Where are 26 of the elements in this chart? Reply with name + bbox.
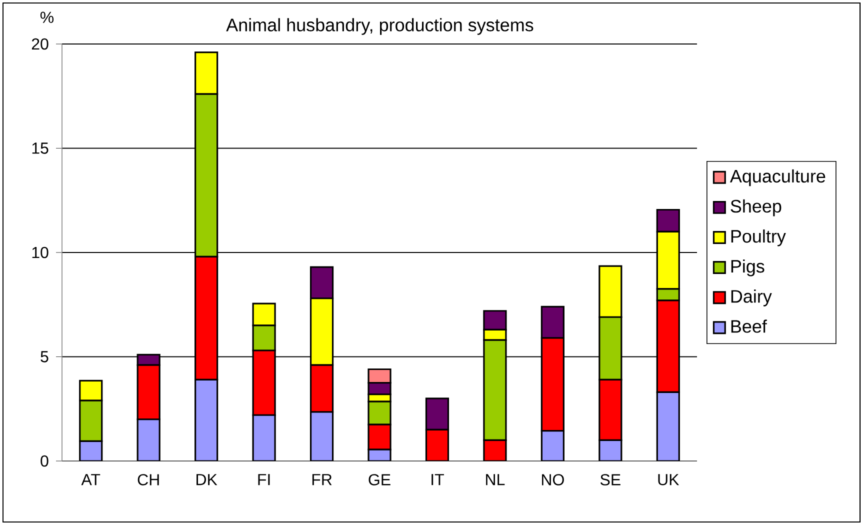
legend-label: Sheep [730,199,782,216]
bar [194,378,218,461]
x-tick-label: SE [600,474,620,486]
x-tick-label: AT [81,474,100,486]
y-axis-title: % [40,12,54,23]
x-tick-label: UK [658,474,680,486]
y-tick-label: 0 [40,455,48,467]
legend-label: Aquaculture [730,169,826,186]
x-tick-label: IT [432,474,444,486]
y-tick-label: 20 [32,38,48,50]
y-tick-label: 5 [40,351,48,362]
x-tick-label: CH [138,474,159,486]
y-tick-label: 15 [32,142,48,154]
chart-title: Animal husbandry, production systems [226,18,534,35]
x-tick-label: FI [258,474,270,486]
legend-label: Poultry [731,229,786,246]
legend-label: Dairy [731,290,772,306]
y-tick-label: 10 [32,246,48,258]
x-tick-label: NL [486,474,505,486]
legend-label: Beef [731,320,767,333]
x-tick-label: DK [196,474,218,486]
x-tick-label: GE [368,474,390,486]
x-tick-label: NO [542,474,564,486]
legend-label: Pigs [731,260,764,276]
x-tick-label: FR [312,474,332,486]
bar [656,391,680,461]
